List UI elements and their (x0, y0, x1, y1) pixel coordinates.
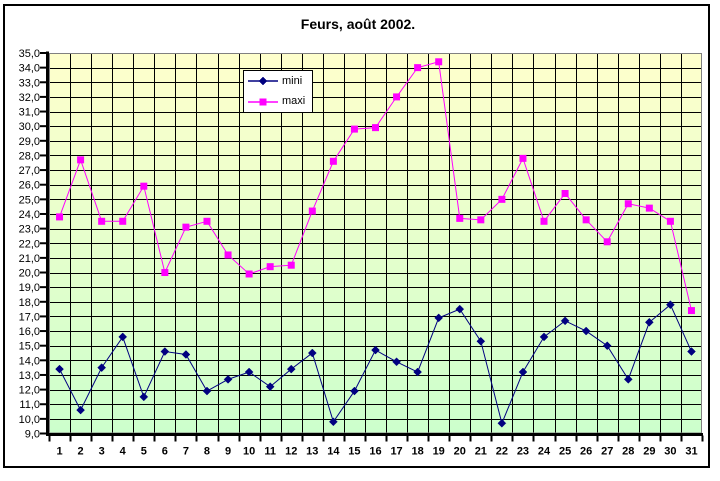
svg-text:20: 20 (454, 446, 466, 458)
svg-text:24: 24 (538, 446, 551, 458)
legend-item-mini: mini (244, 72, 312, 90)
svg-text:11: 11 (264, 446, 276, 458)
svg-text:27,0: 27,0 (19, 165, 40, 177)
x-axis-labels: 1 2 3 4 5 6 7 8 9 10 11 12 13 14 15 16 17 18 19 20 21 22 23 24 2… (56, 446, 697, 458)
svg-text:9,0: 9,0 (25, 429, 40, 441)
svg-text:31: 31 (685, 446, 697, 458)
svg-text:10,0: 10,0 (19, 414, 40, 426)
svg-text:8: 8 (204, 446, 210, 458)
svg-text:26: 26 (580, 446, 592, 458)
svg-text:23,0: 23,0 (19, 224, 40, 236)
svg-text:15: 15 (348, 446, 360, 458)
svg-text:26,0: 26,0 (19, 180, 40, 192)
svg-text:13: 13 (306, 446, 318, 458)
chart-title: Feurs, août 2002. (300, 16, 416, 32)
svg-text:12: 12 (285, 446, 297, 458)
svg-text:16: 16 (369, 446, 381, 458)
svg-text:10: 10 (243, 446, 255, 458)
svg-text:18: 18 (412, 446, 424, 458)
svg-text:35,0: 35,0 (19, 48, 40, 60)
legend-item-maxi: maxi (244, 93, 312, 111)
svg-text:1: 1 (56, 446, 62, 458)
svg-text:22: 22 (496, 446, 508, 458)
svg-text:4: 4 (120, 446, 127, 458)
svg-text:33,0: 33,0 (19, 77, 40, 89)
svg-text:28,0: 28,0 (19, 150, 40, 162)
svg-text:9: 9 (225, 446, 231, 458)
svg-text:25,0: 25,0 (19, 194, 40, 206)
svg-text:16,0: 16,0 (19, 326, 40, 338)
svg-text:19: 19 (433, 446, 445, 458)
svg-text:15,0: 15,0 (19, 341, 40, 353)
y-axis-labels: 35,0 34,0 33,0 32,0 31,0 30,0 29,0 28,0 27,0 26,0… (19, 48, 46, 441)
svg-text:31,0: 31,0 (19, 107, 40, 119)
svg-text:30,0: 30,0 (19, 121, 40, 133)
svg-text:30: 30 (664, 446, 676, 458)
svg-text:27: 27 (601, 446, 613, 458)
gridlines (49, 53, 702, 434)
legend-label-mini: mini (282, 74, 303, 87)
svg-text:18,0: 18,0 (19, 297, 40, 309)
svg-text:22,0: 22,0 (19, 238, 40, 250)
svg-text:5: 5 (141, 446, 147, 458)
svg-text:20,0: 20,0 (19, 268, 40, 280)
svg-text:19,0: 19,0 (19, 282, 40, 294)
svg-text:28: 28 (622, 446, 634, 458)
svg-text:6: 6 (162, 446, 168, 458)
svg-text:13,0: 13,0 (19, 370, 40, 382)
svg-text:2: 2 (78, 446, 84, 458)
svg-text:23: 23 (517, 446, 529, 458)
svg-text:17: 17 (390, 446, 402, 458)
svg-text:21,0: 21,0 (19, 253, 40, 265)
svg-text:25: 25 (559, 446, 571, 458)
svg-text:3: 3 (99, 446, 105, 458)
svg-text:29: 29 (643, 446, 655, 458)
x-axis-ticks (48, 435, 704, 442)
legend-label-maxi: maxi (282, 95, 306, 108)
svg-text:21: 21 (475, 446, 487, 458)
svg-text:12,0: 12,0 (19, 385, 40, 397)
series-maxi (56, 58, 695, 315)
maxi-series-icon (248, 98, 278, 106)
mini-series-icon (248, 76, 278, 86)
axes (46, 51, 703, 436)
svg-text:34,0: 34,0 (19, 63, 40, 75)
series-mini (55, 300, 696, 428)
svg-text:7: 7 (183, 446, 189, 458)
svg-text:32,0: 32,0 (19, 92, 40, 104)
legend: mini maxi (243, 70, 313, 113)
svg-text:14,0: 14,0 (19, 355, 40, 367)
svg-text:17,0: 17,0 (19, 311, 40, 323)
svg-text:11,0: 11,0 (19, 399, 40, 411)
svg-text:29,0: 29,0 (19, 136, 40, 148)
svg-text:24,0: 24,0 (19, 209, 40, 221)
svg-text:14: 14 (327, 446, 340, 458)
